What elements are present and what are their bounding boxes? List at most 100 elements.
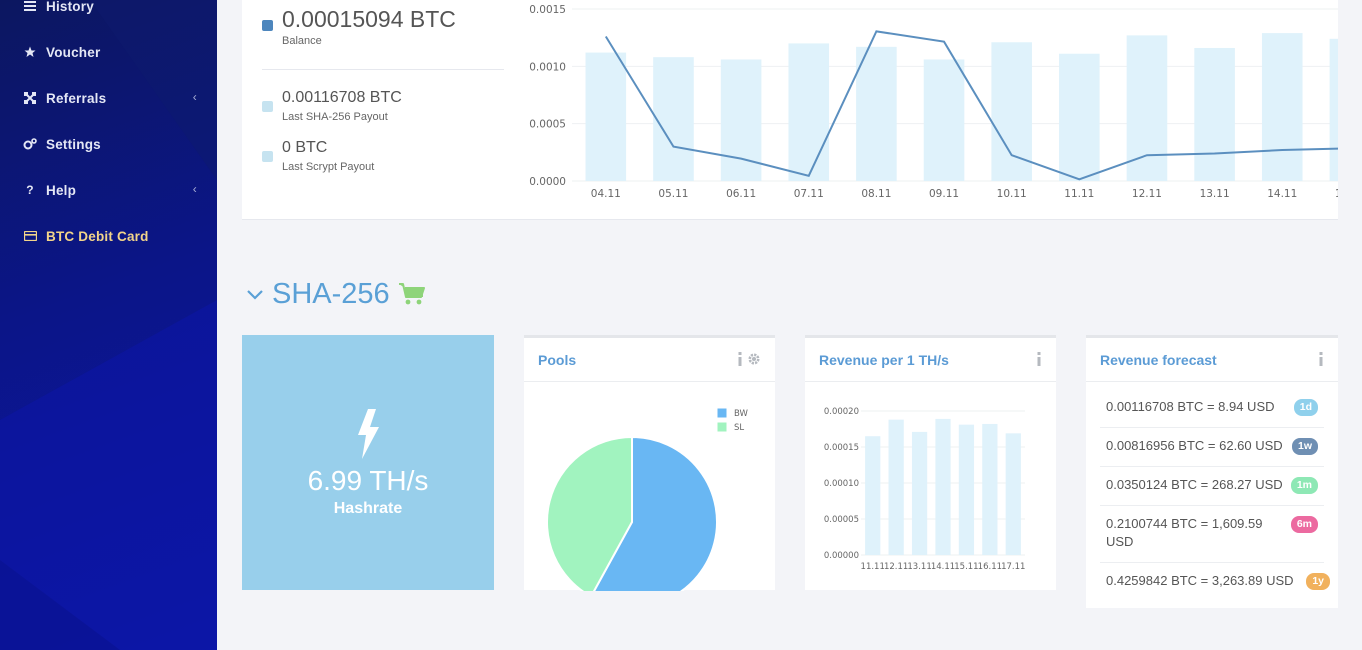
revenue-per-th-card: Revenue per 1 TH/s 0.00000 0.00005 0.00010… (805, 335, 1056, 590)
x-tick-label: 13.11 (907, 562, 931, 572)
bar (653, 57, 694, 181)
divider (262, 69, 504, 70)
card-tools (1036, 352, 1042, 366)
sidebar-item-label: Settings (46, 136, 101, 152)
sidebar-item-label: Voucher (46, 44, 101, 60)
revenue-per-th-chart: 0.00000 0.00005 0.00010 0.00015 0.00020 11.11… (824, 407, 1026, 572)
divider (1100, 466, 1324, 467)
y-tick-label: 0.0005 (529, 119, 566, 131)
card-header: Revenue per 1 TH/s (805, 338, 1056, 382)
legend-square (262, 20, 273, 31)
x-tick-label: 12.11 (884, 562, 908, 572)
hashrate-card: 6.99 TH/s Hashrate (242, 335, 494, 590)
forecast-row-text: 0.00816956 BTC = 62.60 USD (1106, 438, 1283, 453)
info-icon[interactable] (1036, 352, 1042, 366)
bar (720, 59, 762, 181)
sidebar-item-btc-debit-card[interactable]: BTC Debit Card (0, 221, 217, 251)
pie-slice (546, 435, 633, 591)
y-tick-label: 0.00000 (824, 551, 859, 561)
y-tick-label: 0.00015 (824, 443, 859, 453)
x-tick-label: 17.11 (1001, 562, 1025, 572)
scrypt-payout-label: Last Scrypt Payout (282, 161, 375, 173)
sidebar-item-label: Referrals (46, 90, 107, 106)
bar (958, 424, 975, 555)
x-tick-label: 10.11 (997, 188, 1027, 200)
x-tick-label: 08.11 (861, 188, 891, 200)
badge-1m: 1m (1290, 477, 1318, 494)
y-tick-label: 0.0015 (529, 4, 566, 16)
pools-pie-chart: BW SL (546, 407, 749, 591)
sidebar-item-help[interactable]: ? Help ‹ (0, 175, 217, 205)
divider (1100, 427, 1324, 428)
x-tick-label: 11.11 (1064, 188, 1094, 200)
cogs-icon (22, 138, 38, 150)
y-tick-label: 0.0010 (529, 61, 566, 73)
lightning-icon (358, 409, 379, 459)
bar (1261, 33, 1303, 181)
info-icon[interactable] (737, 352, 743, 366)
bar (865, 436, 881, 555)
series-line (604, 30, 1338, 181)
shopping-cart-icon[interactable] (398, 282, 426, 306)
pie-slice (592, 435, 718, 591)
sidebar-item-history[interactable]: History (0, 0, 217, 21)
legend-square (262, 101, 273, 112)
card-tools (737, 352, 761, 366)
referrals-icon (22, 92, 38, 104)
x-tick-label: 12.11 (1132, 188, 1162, 200)
x-tick-label: 07.11 (794, 188, 824, 200)
gear-icon[interactable] (747, 352, 761, 366)
legend-label: SL (734, 423, 744, 433)
sidebar-item-settings[interactable]: Settings (0, 129, 217, 159)
x-tick-label: 04.11 (591, 188, 621, 200)
forecast-row-text: 0.00116708 BTC = 8.94 USD (1106, 399, 1275, 414)
x-tick-label: 14.11 (1267, 188, 1297, 200)
bar (991, 42, 1032, 182)
legend-square (262, 151, 273, 162)
list-icon (22, 1, 38, 11)
chevron-left-icon: ‹ (192, 90, 197, 104)
bar (1005, 433, 1021, 555)
x-tick-label: 15.11 (954, 562, 978, 572)
x-tick-label: 13.11 (1200, 188, 1230, 200)
card-title: Pools (538, 351, 577, 368)
bar (1126, 35, 1168, 181)
sha-payout-label: Last SHA-256 Payout (282, 111, 388, 123)
section-header[interactable]: SHA-256 (246, 276, 426, 312)
bar (888, 419, 904, 555)
x-tick-label: 11.11 (861, 562, 885, 572)
hashrate-label: Hashrate (333, 500, 403, 517)
bar (856, 46, 897, 182)
sidebar-item-label: History (46, 0, 94, 14)
badge-6m: 6m (1290, 516, 1318, 533)
x-tick-label: 09.11 (929, 188, 959, 200)
sidebar-item-voucher[interactable]: Voucher (0, 37, 217, 67)
card-title: Revenue forecast (1100, 351, 1217, 368)
sidebar-item-referrals[interactable]: Referrals ‹ (0, 83, 217, 113)
bar (911, 431, 928, 555)
y-tick-label: 0.00005 (824, 515, 859, 525)
chevron-left-icon: ‹ (192, 182, 197, 196)
bar (788, 43, 830, 182)
sidebar: History Voucher Referrals ‹ Settings ? H… (0, 0, 217, 650)
credit-card-icon (22, 231, 38, 241)
bar (1329, 38, 1338, 182)
y-tick-label: 0.0000 (529, 176, 566, 188)
bar (923, 59, 965, 181)
balance-label: Balance (282, 35, 322, 47)
legend-label: BW (734, 409, 749, 419)
bar (982, 423, 998, 555)
divider (1100, 562, 1324, 563)
sidebar-item-label: Help (46, 182, 77, 198)
star-icon (22, 46, 38, 58)
sidebar-background (0, 0, 217, 650)
bar (585, 52, 627, 181)
x-tick-label: 14.11 (931, 562, 955, 572)
x-tick-label: 05.11 (658, 188, 688, 200)
balance-value: 0.00015094 BTC (282, 6, 456, 32)
info-icon[interactable] (1318, 352, 1324, 366)
bar (935, 418, 951, 555)
scrypt-payout-value: 0 BTC (282, 139, 328, 156)
badge-1w: 1w (1291, 438, 1318, 455)
hashrate-value: 6.99 TH/s (307, 465, 429, 496)
